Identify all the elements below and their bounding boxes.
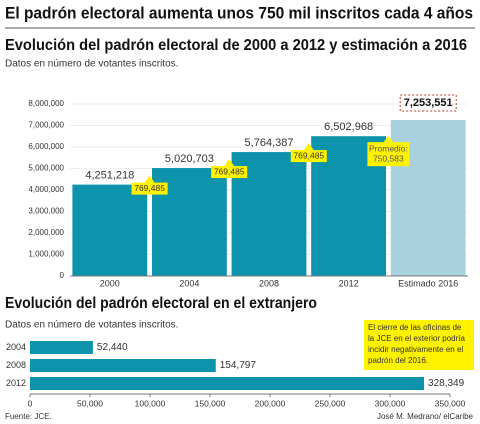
value-label: 4,251,218 bbox=[85, 170, 134, 182]
x-tick-label: 200,000 bbox=[255, 398, 286, 408]
highlight-box bbox=[399, 94, 457, 112]
y-tick-label: 7,000,000 bbox=[28, 121, 64, 130]
y-tick-label: 8,000,000 bbox=[28, 99, 64, 108]
increment-label: 769,485 bbox=[214, 166, 245, 176]
increment-label: 769,485 bbox=[293, 150, 324, 160]
x-tick-label: 0 bbox=[28, 398, 33, 408]
value-label: 6,502,968 bbox=[324, 121, 373, 133]
increment-box bbox=[131, 182, 168, 195]
bar bbox=[30, 377, 425, 390]
bar bbox=[30, 359, 216, 372]
chart-title: Evolución del padrón electoral de 2000 a… bbox=[5, 37, 467, 54]
x-tick-label: 300,000 bbox=[375, 398, 406, 408]
y-tick-label: 2008 bbox=[6, 360, 26, 370]
increment-arrow bbox=[303, 143, 314, 151]
increment-arrow bbox=[224, 159, 235, 167]
x-tick-label: 50,000 bbox=[77, 398, 103, 408]
x-tick-label: 100,000 bbox=[135, 398, 166, 408]
average-box bbox=[367, 142, 410, 167]
value-label: 7,253,551 bbox=[404, 97, 453, 109]
x-tick-label: 2012 bbox=[339, 278, 359, 288]
note-text: El cierre de las oficinas de bbox=[368, 323, 462, 332]
page-title: El padrón electoral aumenta unos 750 mil… bbox=[5, 3, 473, 22]
y-tick-label: 2,000,000 bbox=[28, 228, 64, 237]
y-tick-label: 5,000,000 bbox=[28, 164, 64, 173]
increment-label: 769,485 bbox=[134, 183, 165, 193]
y-tick-label: 3,000,000 bbox=[28, 207, 64, 216]
credit: José M. Medrano/ elCaribe bbox=[377, 412, 474, 421]
average-title: Promedio: bbox=[369, 143, 408, 153]
increment-arrow bbox=[144, 175, 155, 183]
note-text: la JCE en el exterior podría bbox=[368, 334, 465, 343]
note-text: padrón del 2016. bbox=[368, 356, 428, 365]
x-tick-label: Estimado 2016 bbox=[398, 278, 458, 288]
increment-box bbox=[211, 166, 248, 179]
note-text: incidir negativamente en el bbox=[368, 345, 463, 354]
value-label: 328,349 bbox=[428, 378, 465, 389]
chart-subtitle: Datos en número de votantes inscritos. bbox=[5, 59, 178, 70]
x-tick-label: 250,000 bbox=[315, 398, 346, 408]
value-label: 154,797 bbox=[220, 360, 257, 371]
y-tick-label: 2004 bbox=[6, 342, 26, 352]
note-box bbox=[364, 320, 474, 370]
bar bbox=[72, 184, 148, 276]
x-tick-label: 350,000 bbox=[435, 398, 466, 408]
x-tick-label: 2008 bbox=[259, 278, 279, 288]
y-tick-label: 1,000,000 bbox=[28, 250, 64, 259]
increment-box bbox=[290, 150, 327, 163]
average-arrow bbox=[383, 136, 394, 143]
y-tick-label: 0 bbox=[60, 271, 65, 280]
x-tick-label: 2000 bbox=[100, 278, 120, 288]
x-tick-label: 2004 bbox=[179, 278, 199, 288]
y-tick-label: 2012 bbox=[6, 378, 26, 388]
chart-subtitle: Datos en número de votantes inscritos. bbox=[5, 320, 178, 331]
y-tick-label: 4,000,000 bbox=[28, 185, 64, 194]
y-tick-label: 6,000,000 bbox=[28, 142, 64, 151]
source: Fuente: JCE. bbox=[5, 412, 52, 421]
value-label: 52,440 bbox=[97, 342, 128, 353]
chart-title: Evolución del padrón electoral en el ext… bbox=[5, 295, 317, 312]
value-label: 5,764,387 bbox=[245, 137, 294, 149]
average-label: 750,583 bbox=[373, 153, 404, 163]
bar bbox=[30, 341, 93, 354]
value-label: 5,020,703 bbox=[165, 153, 214, 165]
x-tick-label: 150,000 bbox=[195, 398, 226, 408]
